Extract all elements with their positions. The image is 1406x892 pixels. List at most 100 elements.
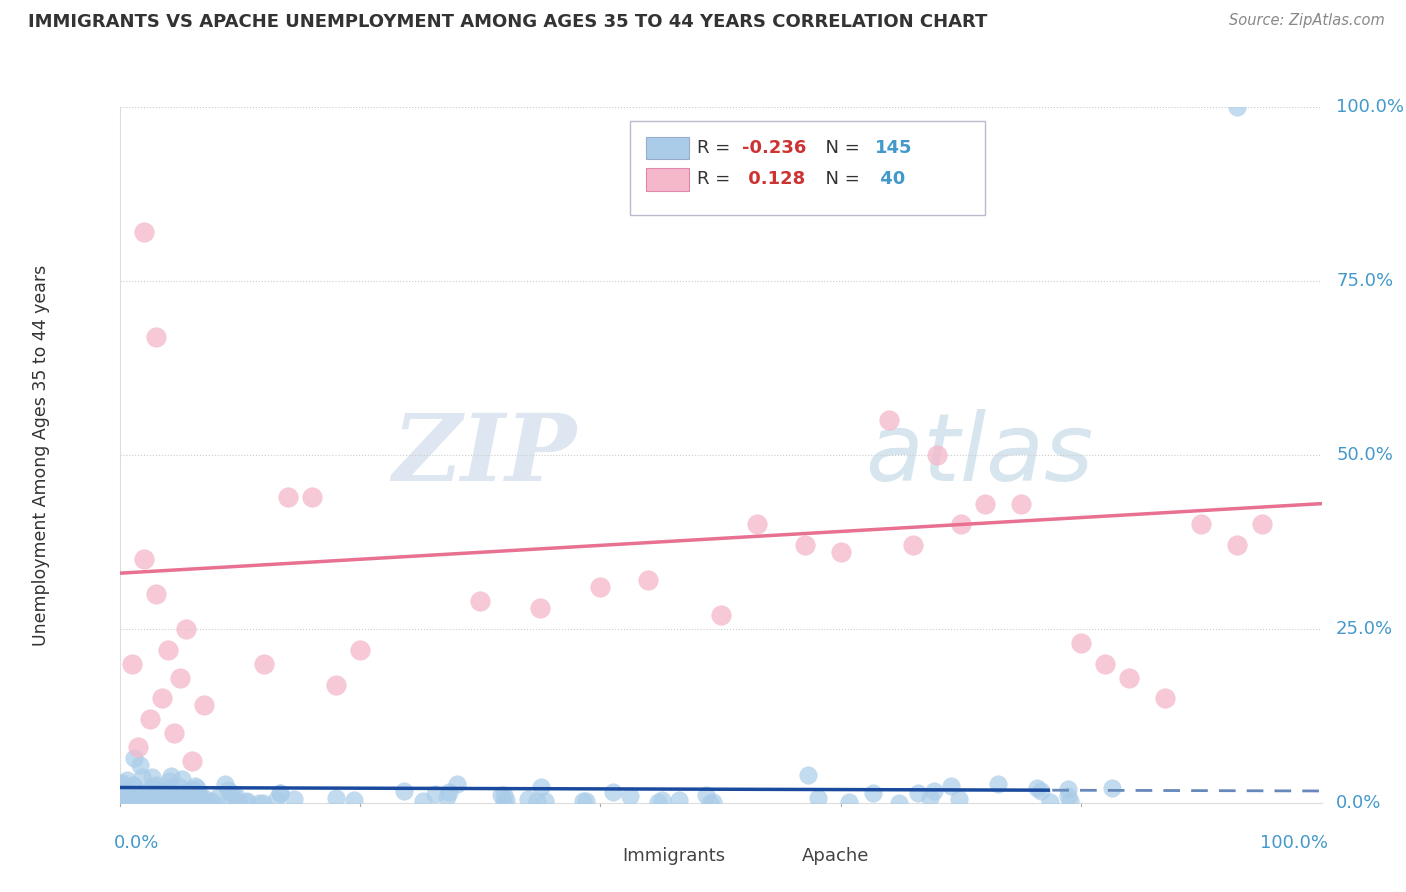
Point xyxy=(117,786,139,800)
Point xyxy=(142,785,165,799)
Point xyxy=(184,779,207,793)
Point xyxy=(141,785,163,799)
Point xyxy=(169,671,191,685)
Point xyxy=(807,791,830,805)
Point xyxy=(439,784,461,798)
Point xyxy=(120,795,142,809)
Point xyxy=(157,774,180,789)
Point xyxy=(145,587,167,601)
Point xyxy=(247,796,270,810)
Point xyxy=(1057,782,1080,797)
Point xyxy=(179,793,201,807)
Point xyxy=(111,776,134,790)
Point xyxy=(132,790,155,805)
Point xyxy=(129,786,152,800)
Point xyxy=(218,793,240,807)
Point xyxy=(160,769,183,783)
Point xyxy=(162,726,184,740)
Point xyxy=(1094,657,1116,671)
Point xyxy=(156,782,179,797)
Point xyxy=(141,793,163,807)
Point xyxy=(236,794,259,808)
Point xyxy=(156,642,179,657)
Point xyxy=(200,794,222,808)
Point xyxy=(494,796,516,810)
Point xyxy=(1026,781,1049,796)
Point xyxy=(139,795,162,809)
Point xyxy=(793,538,815,552)
Text: 100.0%: 100.0% xyxy=(1336,98,1405,116)
Point xyxy=(529,601,551,615)
Point xyxy=(152,796,174,810)
Point xyxy=(575,794,598,808)
Text: 0.0%: 0.0% xyxy=(114,834,159,852)
Point xyxy=(145,792,167,806)
Point xyxy=(145,778,167,792)
Point xyxy=(1250,517,1272,532)
Point xyxy=(125,796,148,810)
Point xyxy=(702,795,724,809)
Text: N =: N = xyxy=(814,170,866,188)
Point xyxy=(117,790,139,805)
Point xyxy=(153,794,176,808)
Point xyxy=(174,787,197,801)
Point xyxy=(349,642,371,657)
Point xyxy=(225,794,247,808)
Point xyxy=(699,796,721,810)
Point xyxy=(145,329,167,343)
Point xyxy=(110,785,132,799)
Point xyxy=(589,580,612,594)
Point xyxy=(392,784,415,798)
Point xyxy=(533,794,555,808)
Point xyxy=(838,795,860,809)
Point xyxy=(149,795,172,809)
Point xyxy=(163,793,186,807)
Text: Unemployment Among Ages 35 to 44 years: Unemployment Among Ages 35 to 44 years xyxy=(32,264,51,646)
Text: IMMIGRANTS VS APACHE UNEMPLOYMENT AMONG AGES 35 TO 44 YEARS CORRELATION CHART: IMMIGRANTS VS APACHE UNEMPLOYMENT AMONG … xyxy=(28,13,987,31)
Point xyxy=(142,788,165,802)
Point xyxy=(949,517,972,532)
Point xyxy=(186,796,208,810)
Point xyxy=(277,490,299,504)
Point xyxy=(925,448,948,462)
Point xyxy=(301,490,323,504)
Point xyxy=(214,777,236,791)
Point xyxy=(186,780,208,795)
Point xyxy=(495,792,517,806)
Point xyxy=(131,770,153,784)
Text: 50.0%: 50.0% xyxy=(1336,446,1393,464)
Point xyxy=(235,795,257,809)
Point xyxy=(494,788,516,802)
Point xyxy=(517,792,540,806)
Point xyxy=(180,754,202,768)
Point xyxy=(114,784,136,798)
Point xyxy=(907,786,929,800)
Point xyxy=(172,794,194,808)
Point xyxy=(830,545,852,559)
Point xyxy=(939,779,962,793)
Point xyxy=(922,783,945,797)
Point xyxy=(901,538,924,552)
Text: R =: R = xyxy=(696,170,735,188)
Point xyxy=(121,657,143,671)
Point xyxy=(651,793,673,807)
Point xyxy=(193,698,215,713)
Point xyxy=(179,783,201,797)
Point xyxy=(132,552,155,566)
Point xyxy=(152,789,174,804)
Point xyxy=(253,657,276,671)
Point xyxy=(695,788,717,802)
Point xyxy=(136,788,159,802)
Point xyxy=(637,573,659,587)
Point xyxy=(139,793,162,807)
Point xyxy=(150,691,173,706)
Text: 0.0%: 0.0% xyxy=(1336,794,1382,812)
Point xyxy=(188,787,211,801)
Point xyxy=(1029,784,1052,798)
Point xyxy=(269,786,291,800)
Point xyxy=(602,785,624,799)
Point xyxy=(165,787,187,801)
Point xyxy=(1226,538,1249,552)
Point xyxy=(283,791,305,805)
Point xyxy=(121,795,143,809)
